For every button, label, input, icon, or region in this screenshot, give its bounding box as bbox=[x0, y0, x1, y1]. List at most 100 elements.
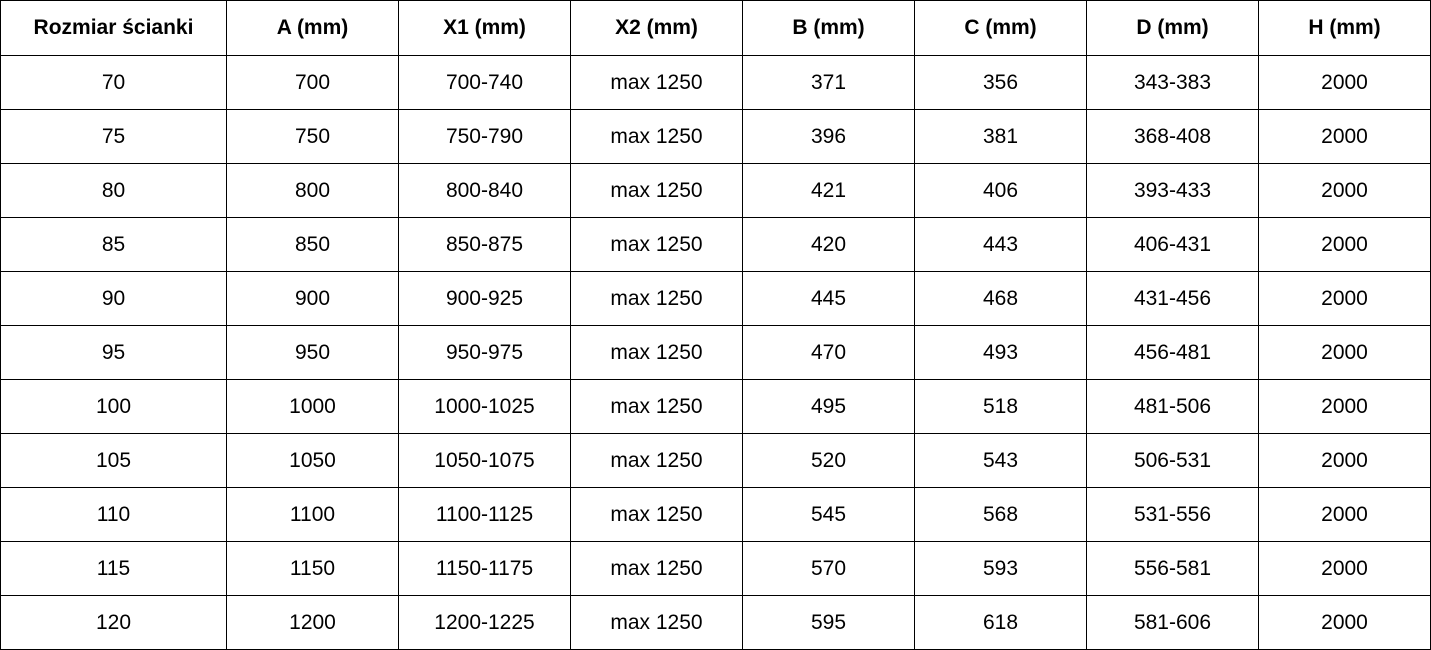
table-cell: max 1250 bbox=[570, 487, 743, 542]
table-cell: 950 bbox=[226, 325, 399, 380]
table-cell: 950-975 bbox=[398, 325, 571, 380]
column-header: H (mm) bbox=[1258, 0, 1431, 56]
table-cell: 1200 bbox=[226, 595, 399, 650]
table-cell: 468 bbox=[914, 271, 1087, 326]
table-row: 75 750 750-790 max 1250 396 381 368-408 2000 bbox=[0, 109, 1431, 164]
table-cell: 406-431 bbox=[1086, 217, 1259, 272]
table-cell: 90 bbox=[0, 271, 227, 326]
table-cell: 381 bbox=[914, 109, 1087, 164]
table-cell: 900-925 bbox=[398, 271, 571, 326]
table-row: 80 800 800-840 max 1250 421 406 393-433 2000 bbox=[0, 163, 1431, 218]
header-row: Rozmiar ścianki A (mm) X1 (mm) X2 (mm) B (mm… bbox=[0, 0, 1431, 56]
table-cell: 1150-1175 bbox=[398, 541, 571, 596]
table-cell: 2000 bbox=[1258, 487, 1431, 542]
table-cell: max 1250 bbox=[570, 325, 743, 380]
table-cell: 1150 bbox=[226, 541, 399, 596]
table-cell: 700 bbox=[226, 55, 399, 110]
table-cell: 495 bbox=[742, 379, 915, 434]
table-cell: 2000 bbox=[1258, 163, 1431, 218]
table-cell: max 1250 bbox=[570, 271, 743, 326]
table-cell: 470 bbox=[742, 325, 915, 380]
table-cell: 120 bbox=[0, 595, 227, 650]
table-cell: 556-581 bbox=[1086, 541, 1259, 596]
table-cell: max 1250 bbox=[570, 433, 743, 488]
table-row: 100 1000 1000-1025 max 1250 495 518 481-506 200… bbox=[0, 379, 1431, 434]
column-header: C (mm) bbox=[914, 0, 1087, 56]
table-cell: 700-740 bbox=[398, 55, 571, 110]
table-row: 85 850 850-875 max 1250 420 443 406-431 2000 bbox=[0, 217, 1431, 272]
column-header: X1 (mm) bbox=[398, 0, 571, 56]
table-cell: 520 bbox=[742, 433, 915, 488]
column-header: X2 (mm) bbox=[570, 0, 743, 56]
table-cell: max 1250 bbox=[570, 217, 743, 272]
table-cell: 431-456 bbox=[1086, 271, 1259, 326]
table-cell: 456-481 bbox=[1086, 325, 1259, 380]
table-cell: 2000 bbox=[1258, 271, 1431, 326]
table-row: 70 700 700-740 max 1250 371 356 343-383 2000 bbox=[0, 55, 1431, 110]
table-cell: 1000 bbox=[226, 379, 399, 434]
table-cell: 593 bbox=[914, 541, 1087, 596]
column-header: D (mm) bbox=[1086, 0, 1259, 56]
table-cell: 105 bbox=[0, 433, 227, 488]
table-cell: 2000 bbox=[1258, 109, 1431, 164]
table-cell: 2000 bbox=[1258, 433, 1431, 488]
table-cell: max 1250 bbox=[570, 541, 743, 596]
table-cell: 506-531 bbox=[1086, 433, 1259, 488]
table-cell: 518 bbox=[914, 379, 1087, 434]
column-header: B (mm) bbox=[742, 0, 915, 56]
table-cell: 115 bbox=[0, 541, 227, 596]
table-cell: 568 bbox=[914, 487, 1087, 542]
column-header: A (mm) bbox=[226, 0, 399, 56]
table-row: 115 1150 1150-1175 max 1250 570 593 556-581 200… bbox=[0, 541, 1431, 596]
table-cell: max 1250 bbox=[570, 55, 743, 110]
table-row: 120 1200 1200-1225 max 1250 595 618 581-606 200… bbox=[0, 595, 1431, 650]
table-cell: 1100-1125 bbox=[398, 487, 571, 542]
table-cell: 543 bbox=[914, 433, 1087, 488]
table-cell: 443 bbox=[914, 217, 1087, 272]
table-cell: 368-408 bbox=[1086, 109, 1259, 164]
column-header: Rozmiar ścianki bbox=[0, 0, 227, 56]
table-cell: max 1250 bbox=[570, 163, 743, 218]
table-cell: 800-840 bbox=[398, 163, 571, 218]
table-cell: 95 bbox=[0, 325, 227, 380]
table-cell: max 1250 bbox=[570, 595, 743, 650]
table-cell: 750-790 bbox=[398, 109, 571, 164]
table-cell: 2000 bbox=[1258, 325, 1431, 380]
table-cell: max 1250 bbox=[570, 379, 743, 434]
table-cell: 1000-1025 bbox=[398, 379, 571, 434]
table-cell: 493 bbox=[914, 325, 1087, 380]
table-cell: 393-433 bbox=[1086, 163, 1259, 218]
table-cell: 100 bbox=[0, 379, 227, 434]
table-cell: 1050-1075 bbox=[398, 433, 571, 488]
table-cell: 545 bbox=[742, 487, 915, 542]
table-cell: 531-556 bbox=[1086, 487, 1259, 542]
table-cell: 570 bbox=[742, 541, 915, 596]
table-cell: 1050 bbox=[226, 433, 399, 488]
table-cell: 850 bbox=[226, 217, 399, 272]
table-cell: 356 bbox=[914, 55, 1087, 110]
table-row: 90 900 900-925 max 1250 445 468 431-456 2000 bbox=[0, 271, 1431, 326]
table-cell: 371 bbox=[742, 55, 915, 110]
table-cell: 420 bbox=[742, 217, 915, 272]
table-cell: 2000 bbox=[1258, 55, 1431, 110]
table-cell: 800 bbox=[226, 163, 399, 218]
table-cell: 421 bbox=[742, 163, 915, 218]
table-cell: 406 bbox=[914, 163, 1087, 218]
table-cell: 2000 bbox=[1258, 379, 1431, 434]
table-cell: 343-383 bbox=[1086, 55, 1259, 110]
table-cell: max 1250 bbox=[570, 109, 743, 164]
table-cell: 1100 bbox=[226, 487, 399, 542]
table-cell: 481-506 bbox=[1086, 379, 1259, 434]
table-row: 105 1050 1050-1075 max 1250 520 543 506-531 200… bbox=[0, 433, 1431, 488]
table-row: 95 950 950-975 max 1250 470 493 456-481 2000 bbox=[0, 325, 1431, 380]
table-cell: 595 bbox=[742, 595, 915, 650]
table-cell: 75 bbox=[0, 109, 227, 164]
table-row: 110 1100 1100-1125 max 1250 545 568 531-556 200… bbox=[0, 487, 1431, 542]
table-cell: 750 bbox=[226, 109, 399, 164]
table-cell: 850-875 bbox=[398, 217, 571, 272]
table-cell: 2000 bbox=[1258, 541, 1431, 596]
table-cell: 1200-1225 bbox=[398, 595, 571, 650]
table-cell: 396 bbox=[742, 109, 915, 164]
table-cell: 70 bbox=[0, 55, 227, 110]
